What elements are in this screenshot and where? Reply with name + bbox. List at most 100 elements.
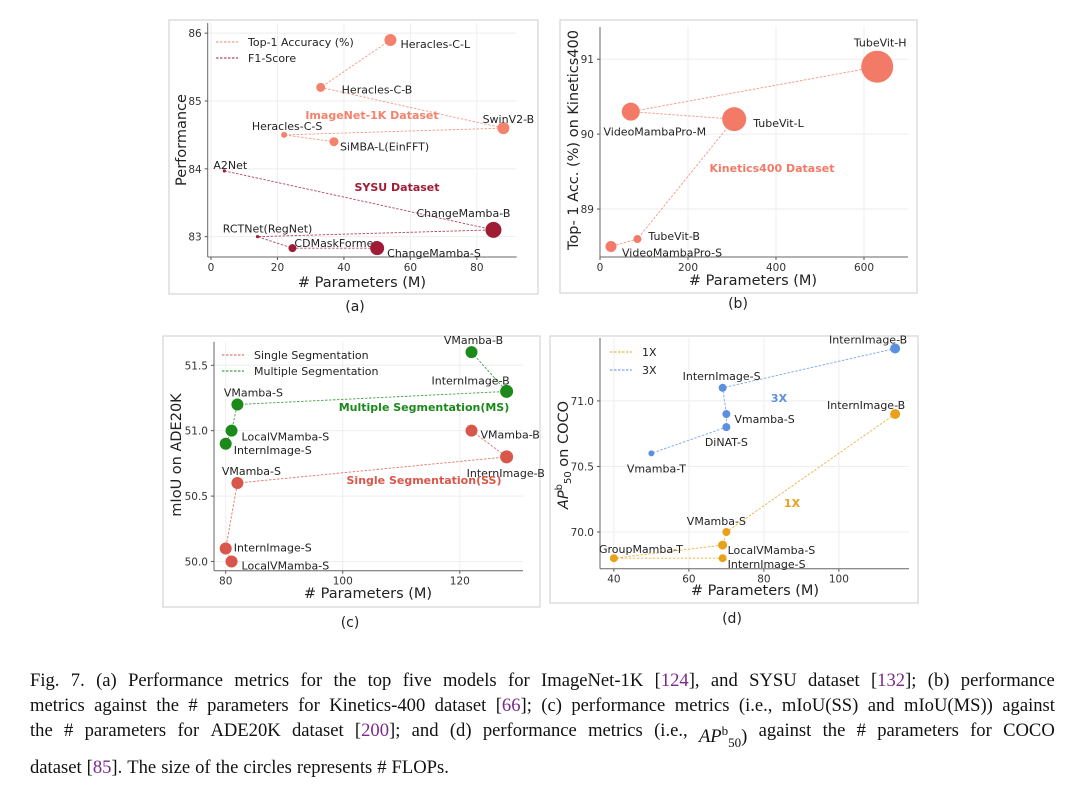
caption-word: performance <box>961 668 1055 693</box>
caption-text: ImageNet-1K <box>541 670 644 691</box>
caption-word: and <box>412 718 439 755</box>
point-label: CDMaskFormer <box>294 237 378 250</box>
citation-link[interactable]: 85 <box>92 756 112 778</box>
point-label: VMamba-S <box>224 387 283 400</box>
data-point <box>890 409 901 420</box>
y-tick-label: 51.5 <box>185 360 208 372</box>
point-label: VMamba-S <box>687 515 746 528</box>
x-tick-label: 100 <box>333 576 353 588</box>
point-label: InternImage-B <box>827 399 905 412</box>
citation-link[interactable]: 132 <box>877 670 906 691</box>
figure-caption: Fig. 7. (a) Performance metrics for the top five… <box>30 668 1055 780</box>
caption-text: AP <box>698 726 722 748</box>
caption-word: ADE20K <box>210 718 280 755</box>
data-point <box>718 383 727 392</box>
caption-word: for <box>177 718 199 755</box>
caption-word: (i.e., <box>739 693 773 718</box>
caption-text: for <box>508 670 530 691</box>
caption-text: represents <box>296 756 373 778</box>
caption-word: SYSU <box>749 668 797 693</box>
dataset-annotation: ImageNet-1K Dataset <box>305 109 438 122</box>
caption-text: for <box>970 720 992 741</box>
caption-word: parameters <box>85 718 167 755</box>
data-point <box>281 131 288 138</box>
caption-word: [200]; <box>355 718 400 755</box>
caption-word: # <box>188 693 197 718</box>
caption-text: mIoU(MS)) <box>904 695 993 716</box>
point-label: GroupMamba-T <box>599 543 683 556</box>
caption-word: performance <box>571 693 665 718</box>
y-axis-label: mIoU on ADE20K <box>169 393 185 517</box>
caption-word: against <box>1002 693 1055 718</box>
caption-text: [ <box>495 695 502 716</box>
dataset-annotation: Multiple Segmentation(MS) <box>339 401 510 414</box>
series-line <box>613 413 896 559</box>
chart-panel-a: 0 20 40 60 80 83 84 85 86 # Parameters (M) Perform… <box>168 19 539 315</box>
caption-word: [132]; <box>871 668 916 693</box>
caption-text: 7. <box>70 670 85 691</box>
caption-text: metrics <box>674 695 730 716</box>
caption-text: # <box>188 695 198 716</box>
legend-entry: Multiple Segmentation <box>254 365 379 378</box>
data-point <box>621 102 640 121</box>
caption-text: for <box>177 720 200 741</box>
caption-word: dataset <box>292 718 344 755</box>
data-point <box>225 555 238 568</box>
caption-word: of <box>195 755 211 780</box>
caption-word: for <box>508 668 530 693</box>
caption-text: 50 <box>728 734 742 750</box>
caption-word: parameters <box>877 718 959 755</box>
panel-label: (b) <box>728 296 748 312</box>
caption-text: dataset <box>30 756 82 778</box>
data-point <box>609 554 618 563</box>
citation-link[interactable]: 66 <box>501 695 521 716</box>
caption-text: and <box>867 695 895 716</box>
caption-word: Fig. <box>30 668 59 693</box>
y-tick-label: 83 <box>188 232 201 244</box>
caption-text: the <box>333 670 357 691</box>
citation-link[interactable]: 200 <box>361 720 390 741</box>
data-point <box>465 346 478 359</box>
y-tick-label: 51.0 <box>185 426 208 438</box>
dataset-annotation: Kinetics400 Dataset <box>710 162 835 175</box>
caption-word: against <box>759 718 812 755</box>
legend-entry: 1X <box>642 346 657 359</box>
point-label: Heracles-C-L <box>400 38 471 51</box>
point-label: ChangeMamba-S <box>387 247 481 260</box>
x-axis-label: # Parameters (M) <box>689 273 817 289</box>
point-label: LocalVMamba-S <box>242 431 330 444</box>
caption-text: (a) <box>96 670 117 691</box>
x-tick-label: 200 <box>678 262 698 274</box>
caption-line: metrics against the # parameters for Kinetics-… <box>30 693 1055 718</box>
caption-text: ]. <box>111 756 123 778</box>
data-point <box>225 424 238 437</box>
caption-text: against <box>94 695 147 716</box>
caption-text: Performance <box>128 670 224 691</box>
caption-word: the <box>823 718 846 755</box>
caption-word: [85]. <box>87 755 123 780</box>
point-label: Vmamba-T <box>627 462 686 475</box>
data-point <box>219 542 232 555</box>
data-point <box>497 122 510 135</box>
legend-entry: Top-1 Accuracy (%) <box>247 36 354 49</box>
caption-word: against <box>94 693 147 718</box>
x-tick-label: 0 <box>208 262 215 274</box>
citation-link[interactable]: 124 <box>660 670 689 691</box>
chart-panel-d: 40 60 80 100 70.0 70.5 71.0 # Parameters (M) APb… <box>549 333 919 627</box>
data-point <box>722 107 747 132</box>
caption-text: Kinetics-400 <box>329 695 426 716</box>
caption-text: top <box>367 670 392 691</box>
point-label: VideoMambaPro-S <box>622 247 722 260</box>
caption-word: (c) <box>541 693 562 718</box>
data-point <box>890 343 901 354</box>
x-tick-label: 100 <box>829 574 849 586</box>
y-tick-label: 86 <box>188 28 202 40</box>
point-label: TubeVit-B <box>647 230 700 243</box>
caption-text: (i.e., <box>738 695 773 716</box>
caption-text: dataset <box>808 670 860 691</box>
caption-text: ]; <box>905 670 917 691</box>
caption-word: 7. <box>71 668 85 693</box>
caption-text: for <box>300 670 323 691</box>
caption-word: the <box>216 755 239 780</box>
caption-word: for <box>298 693 320 718</box>
